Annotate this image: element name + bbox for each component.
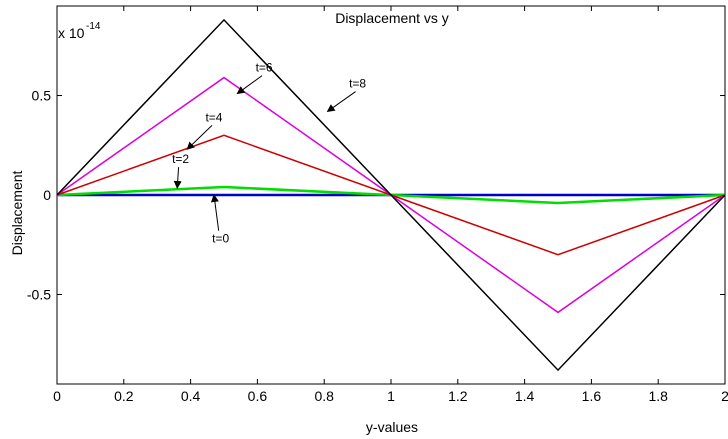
annotation-arrow: [186, 125, 213, 150]
annotation-arrow: [326, 91, 356, 113]
y-axis-label: Displacement: [9, 170, 25, 255]
x-tick-label: 2: [721, 388, 728, 404]
annotations-group: t=0 t=2 t=4 t=6 t=8: [172, 61, 366, 246]
x-tick-label: 1.2: [448, 388, 468, 404]
chart-title: Displacement vs y: [335, 10, 449, 26]
x-tick-label: 0.2: [114, 388, 134, 404]
series-group: [56, 18, 726, 372]
x-tick-label: 1: [387, 388, 395, 404]
x-tick-label: 1.4: [515, 388, 535, 404]
axes: 0 0.2 0.4 0.6 0.8 1 1.2 1.4 1.6 1.8 2 -0.5 0 0.5: [27, 5, 728, 404]
x-tick-label: 1.8: [648, 388, 668, 404]
y-exponent-base: x 10: [58, 25, 85, 41]
annotation-label: t=0: [212, 232, 229, 246]
y-tick-label: 0.5: [32, 88, 52, 104]
annotation-label: t=6: [256, 61, 273, 75]
x-tick-label: 0.4: [181, 388, 201, 404]
y-exponent-power: -14: [86, 21, 101, 32]
annotation-arrow: [236, 75, 263, 95]
annotation-label: t=4: [205, 110, 222, 124]
y-tick-label: -0.5: [27, 286, 51, 302]
x-tick-label: 0.6: [248, 388, 268, 404]
series-line-t8: [56, 18, 726, 372]
annotation-arrow: [173, 167, 182, 190]
x-tick-label: 0.8: [314, 388, 334, 404]
annotation-arrow: [210, 194, 220, 231]
annotation-label: t=2: [172, 152, 189, 166]
y-tick-label: 0: [43, 187, 51, 203]
annotation-label: t=8: [349, 77, 366, 91]
x-tick-label: 0: [53, 388, 61, 404]
x-tick-label: 1.6: [582, 388, 602, 404]
x-axis-label: y-values: [366, 419, 418, 435]
